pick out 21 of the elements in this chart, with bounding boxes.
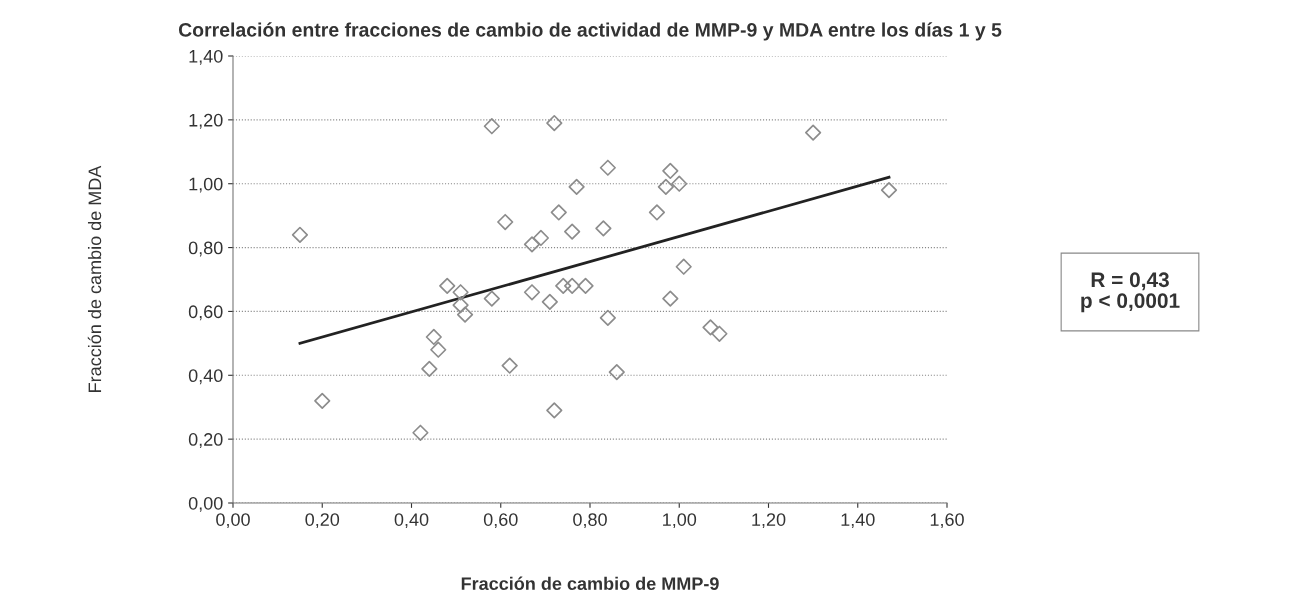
x-tick-label: 0,60 — [483, 513, 518, 529]
x-tick-label: 1,20 — [752, 513, 786, 529]
x-tick-label: 0,40 — [394, 513, 429, 529]
y-tick-label: 1,00 — [189, 177, 223, 193]
y-tick-label: 0,60 — [188, 305, 223, 321]
x-tick-label: 0,00 — [216, 513, 250, 529]
x-tick-label: 1,40 — [841, 513, 875, 529]
y-tick-label: 0,80 — [188, 241, 223, 257]
y-tick-label: 0,20 — [188, 433, 223, 448]
x-tick-label: 0,80 — [573, 513, 607, 529]
x-tick-label: 1,60 — [930, 513, 964, 529]
x-tick-label: 1,00 — [663, 513, 697, 529]
x-axis-title: Fracción de cambio de MMP-9 — [461, 576, 719, 591]
chart-title: Correlación entre fracciones de cambio de actividad de MMP-9 y MDA entre los días 1 y 5 — [178, 22, 1002, 41]
y-tick-label: 0,00 — [188, 496, 223, 512]
y-tick-label: 0,40 — [188, 369, 223, 385]
y-tick-label: 1,20 — [189, 113, 223, 129]
y-axis-title: Fracción de cambio de MDA — [87, 165, 102, 392]
y-tick-label: 1,40 — [189, 49, 223, 65]
text: R = 0,43 p < 0,0001 — [1081, 272, 1180, 313]
x-tick-label: 0,20 — [305, 513, 340, 529]
